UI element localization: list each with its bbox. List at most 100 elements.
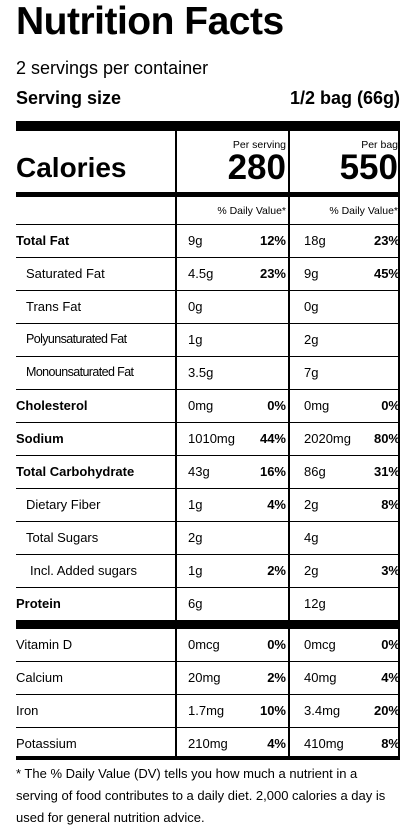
- vitamin-bag-amt: 410mg: [304, 736, 344, 751]
- nutrient-bag-pct: 0%: [381, 398, 400, 413]
- calories-label: Calories: [16, 152, 127, 183]
- column-divider-1: [175, 131, 177, 756]
- nutrient-bag-pct: 80%: [373, 431, 400, 446]
- vitamin-row: Vitamin D 0mcg 0% 0mcg 0%: [16, 628, 400, 661]
- serving-size-row: Serving size 1/2 bag (66g): [16, 88, 400, 112]
- serving-size-value: 1/2 bag (66g): [289, 88, 400, 108]
- nutrient-bag-pct: 8%: [381, 497, 400, 512]
- nutrient-serving-amt: 1g: [188, 332, 203, 347]
- nutrient-serving-amt: 4.5g: [188, 266, 214, 281]
- vitamin-bag-amt: 0mcg: [304, 637, 336, 652]
- vitamin-name: Vitamin D: [16, 637, 73, 652]
- nutrient-serving-amt: 6g: [188, 596, 203, 611]
- nutrient-serving-amt: 9g: [188, 233, 203, 248]
- nutrient-bag-amt: 9g: [304, 266, 319, 281]
- vitamin-name: Iron: [16, 703, 39, 718]
- nutrient-bag-pct: 23%: [373, 233, 400, 248]
- divider-dv: [16, 224, 400, 225]
- vitamin-name: Calcium: [16, 670, 63, 685]
- footnote: * The % Daily Value (DV) tells you how m…: [16, 766, 386, 825]
- nutrient-name: Polyunsaturated Fat: [26, 332, 127, 346]
- nutrient-bag-pct: 3%: [381, 563, 400, 578]
- vitamin-bag-amt: 3.4mg: [304, 703, 341, 718]
- vitamin-serving-pct: 0%: [267, 637, 286, 652]
- vitamin-row-divider: [16, 727, 400, 728]
- nutrient-row: Dietary Fiber 1g 4% 2g 8%: [16, 488, 400, 521]
- dv-header-bag: % Daily Value*: [329, 205, 398, 217]
- vitamin-row-divider: [16, 694, 400, 695]
- nutrient-serving-pct: 4%: [267, 497, 286, 512]
- nutrient-row-divider: [16, 257, 400, 258]
- vitamin-row: Iron 1.7mg 10% 3.4mg 20%: [16, 694, 400, 727]
- nutrient-row: Total Sugars 2g 4g: [16, 521, 400, 554]
- nutrient-name: Total Fat: [16, 233, 70, 248]
- nutrient-bag-pct: 45%: [373, 266, 400, 281]
- nutrient-name: Sodium: [16, 431, 64, 446]
- vitamin-bag-pct: 0%: [381, 637, 400, 652]
- calories-per-serving: 280: [227, 148, 286, 187]
- nutrient-serving-pct: 12%: [259, 233, 286, 248]
- nutrient-serving-pct: 0%: [267, 398, 286, 413]
- nutrient-name: Incl. Added sugars: [30, 563, 137, 578]
- vitamin-serving-pct: 4%: [267, 736, 286, 751]
- vitamin-bag-amt: 40mg: [304, 670, 337, 685]
- nutrient-name: Cholesterol: [16, 398, 88, 413]
- divider-footnote: [16, 756, 400, 760]
- thick-divider-vitamins: [16, 620, 400, 629]
- nutrient-row: Saturated Fat 4.5g 23% 9g 45%: [16, 257, 400, 290]
- nutrient-serving-amt: 1010mg: [188, 431, 235, 446]
- nutrient-row: Incl. Added sugars 1g 2% 2g 3%: [16, 554, 400, 587]
- nutrient-serving-amt: 1g: [188, 497, 203, 512]
- servings-per-container: 2 servings per container: [16, 58, 209, 78]
- vitamin-serving-amt: 210mg: [188, 736, 228, 751]
- nutrient-bag-amt: 4g: [304, 530, 319, 545]
- vitamin-row-divider: [16, 661, 400, 662]
- thick-divider-top: [16, 121, 400, 131]
- nutrient-row-divider: [16, 323, 400, 324]
- nutrient-row-divider: [16, 521, 400, 522]
- vitamin-serving-pct: 2%: [267, 670, 286, 685]
- nutrient-serving-amt: 0mg: [188, 398, 214, 413]
- nutrient-row-divider: [16, 554, 400, 555]
- vitamin-serving-amt: 0mcg: [188, 637, 220, 652]
- vitamin-bag-pct: 20%: [373, 703, 400, 718]
- nutrient-serving-pct: 23%: [259, 266, 286, 281]
- nutrient-name: Protein: [16, 596, 61, 611]
- vitamin-serving-amt: 20mg: [188, 670, 221, 685]
- nutrient-row-divider: [16, 488, 400, 489]
- vitamin-row: Calcium 20mg 2% 40mg 4%: [16, 661, 400, 694]
- nutrient-row-divider: [16, 587, 400, 588]
- nutrient-name: Saturated Fat: [26, 266, 105, 281]
- per-bag-label: Per bag: [361, 139, 398, 151]
- vitamin-row: Potassium 210mg 4% 410mg 8%: [16, 727, 400, 760]
- vitamin-name: Potassium: [16, 736, 77, 751]
- nutrient-serving-pct: 44%: [259, 431, 286, 446]
- nutrient-bag-amt: 2g: [304, 497, 319, 512]
- nutrient-row-divider: [16, 389, 400, 390]
- vitamin-serving-pct: 10%: [259, 703, 286, 718]
- nutrient-bag-amt: 0g: [304, 299, 319, 314]
- nutrient-row-divider: [16, 422, 400, 423]
- nutrient-row: Sodium 1010mg 44% 2020mg 80%: [16, 422, 400, 455]
- calories-per-bag: 550: [339, 148, 398, 187]
- nutrient-bag-amt: 2020mg: [304, 431, 351, 446]
- nutrient-serving-amt: 43g: [188, 464, 210, 479]
- column-divider-2: [288, 131, 290, 756]
- nutrient-row: Polyunsaturated Fat 1g 2g: [16, 323, 400, 356]
- nutrient-row-divider: [16, 356, 400, 357]
- label-title: Nutrition Facts: [16, 0, 284, 43]
- nutrient-bag-amt: 2g: [304, 563, 319, 578]
- vitamin-serving-amt: 1.7mg: [188, 703, 225, 718]
- nutrient-row: Total Fat 9g 12% 18g 23%: [16, 224, 400, 257]
- nutrient-bag-amt: 12g: [304, 596, 326, 611]
- nutrient-serving-amt: 0g: [188, 299, 203, 314]
- nutrient-serving-amt: 2g: [188, 530, 203, 545]
- vitamin-bag-pct: 4%: [381, 670, 400, 685]
- nutrient-name: Dietary Fiber: [26, 497, 101, 512]
- nutrient-bag-amt: 18g: [304, 233, 326, 248]
- column-divider-3: [398, 131, 400, 756]
- vitamin-bag-pct: 8%: [381, 736, 400, 751]
- nutrient-row: Total Carbohydrate 43g 16% 86g 31%: [16, 455, 400, 488]
- nutrient-name: Trans Fat: [26, 299, 82, 314]
- nutrient-row-divider: [16, 455, 400, 456]
